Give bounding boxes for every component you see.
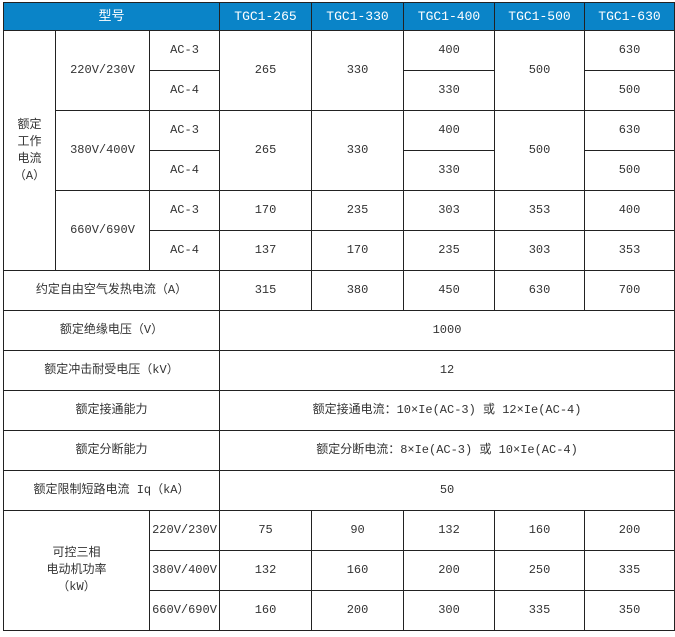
category-cell: AC-3	[148, 30, 221, 71]
category-cell: AC-4	[148, 70, 221, 111]
value-cell: 315	[219, 270, 313, 311]
table-row: 额定接通能力 额定接通电流：10×Ie(AC-3) 或 12×Ie(AC-4)	[2, 390, 675, 431]
table-row: AC-4 137 170 235 303 353	[4, 230, 675, 271]
value-cell: 265	[219, 110, 313, 191]
category-cell: AC-4	[148, 230, 221, 271]
rated-current-label: 额定 工作 电流 （A）	[3, 30, 56, 271]
value-cell: 200	[584, 510, 675, 551]
label-line: 工作	[17, 134, 42, 149]
model-header: TGC1-265	[219, 2, 313, 31]
table-row: 可控三相 电动机功率 （kW） 220V/230V 75 90 132 160 …	[3, 510, 675, 631]
value-cell: 160	[311, 550, 405, 591]
voltage-cell: 660V/690V	[55, 190, 150, 271]
voltage-cell: 660V/690V	[148, 590, 221, 631]
category-cell: AC-4	[148, 150, 221, 191]
value-cell: 250	[494, 550, 586, 591]
value-cell: 450	[403, 270, 496, 311]
value-cell: 200	[403, 550, 496, 591]
value-cell: 132	[403, 510, 496, 551]
value-cell: 335	[494, 590, 586, 631]
table-row: 额定限制短路电流 Iq（kA） 50	[2, 470, 675, 511]
value-cell: 160	[219, 590, 313, 631]
label-line: （kW）	[57, 580, 96, 594]
row-label: 额定限制短路电流 Iq（kA）	[2, 470, 221, 511]
table-row: 额定 工作 电流 （A） 220V/230V AC-3 265 330 400 …	[3, 30, 675, 271]
value-cell: 630	[584, 110, 675, 151]
table-row: AC-4 330 500	[4, 150, 675, 191]
label-line: 额定	[17, 117, 42, 132]
row-label: 额定冲击耐受电压（kV）	[2, 350, 221, 391]
value-cell: 303	[403, 190, 496, 231]
table-row: 额定冲击耐受电压（kV） 12	[2, 350, 675, 391]
value-cell: 50	[219, 470, 675, 511]
label-line: 电流	[17, 151, 42, 166]
label-line: 电动机功率	[46, 563, 107, 577]
value-cell: 330	[403, 70, 496, 111]
value-cell: 300	[403, 590, 496, 631]
value-cell: 630	[494, 270, 586, 311]
table-row: 约定自由空气发热电流（A） 315 380 450 630 700	[2, 270, 675, 311]
table-row: AC-4 330 500	[4, 70, 675, 111]
model-header: TGC1-400	[403, 2, 496, 31]
value-cell: 400	[403, 30, 496, 71]
value-cell: 170	[219, 190, 313, 231]
value-cell: 170	[311, 230, 405, 271]
value-cell: 200	[311, 590, 405, 631]
voltage-cell: 380V/400V	[148, 550, 221, 591]
row-label: 约定自由空气发热电流（A）	[2, 270, 221, 311]
value-cell: 137	[219, 230, 313, 271]
value-cell: 500	[494, 30, 586, 111]
table-row: 660V/690V 160 200 300 335 350	[4, 590, 675, 631]
value-cell: 额定接通电流：10×Ie(AC-3) 或 12×Ie(AC-4)	[219, 390, 675, 431]
category-cell: AC-3	[148, 110, 221, 151]
row-label: 额定分断能力	[2, 430, 221, 471]
value-cell: 132	[219, 550, 313, 591]
value-cell: 303	[494, 230, 586, 271]
value-cell: 330	[311, 110, 405, 191]
row-label: 额定绝缘电压（V）	[2, 310, 221, 351]
table-row: 380V/400V 132 160 200 250 335	[4, 550, 675, 591]
value-cell: 350	[584, 590, 675, 631]
value-cell: 630	[584, 30, 675, 71]
voltage-cell: 220V/230V	[148, 510, 221, 551]
table-row: 660V/690V AC-3 170 235 303 353 400	[4, 190, 675, 271]
model-header: 型号	[2, 2, 221, 31]
value-cell: 330	[311, 30, 405, 111]
model-header: TGC1-500	[494, 2, 586, 31]
voltage-cell: 220V/230V	[55, 30, 150, 111]
label-line: （A）	[13, 168, 46, 183]
value-cell: 160	[494, 510, 586, 551]
value-cell: 330	[403, 150, 496, 191]
motor-power-label: 可控三相 电动机功率 （kW）	[3, 510, 150, 631]
value-cell: 500	[494, 110, 586, 191]
value-cell: 90	[311, 510, 405, 551]
category-cell: AC-3	[148, 190, 221, 231]
row-label: 额定接通能力	[2, 390, 221, 431]
value-cell: 400	[403, 110, 496, 151]
value-cell: 400	[584, 190, 675, 231]
value-cell: 500	[584, 70, 675, 111]
table-row: 额定分断能力 额定分断电流：8×Ie(AC-3) 或 10×Ie(AC-4)	[2, 430, 675, 471]
value-cell: 353	[494, 190, 586, 231]
value-cell: 235	[403, 230, 496, 271]
value-cell: 1000	[219, 310, 675, 351]
voltage-cell: 380V/400V	[55, 110, 150, 191]
value-cell: 75	[219, 510, 313, 551]
value-cell: 265	[219, 30, 313, 111]
model-header: TGC1-630	[584, 2, 675, 31]
model-header: TGC1-330	[311, 2, 405, 31]
value-cell: 12	[219, 350, 675, 391]
table-row: 380V/400V AC-3 265 330 400 500 630	[4, 110, 675, 191]
value-cell: 235	[311, 190, 405, 231]
value-cell: 380	[311, 270, 405, 311]
value-cell: 353	[584, 230, 675, 271]
value-cell: 335	[584, 550, 675, 591]
table-row: 额定绝缘电压（V） 1000	[2, 310, 675, 351]
value-cell: 700	[584, 270, 675, 311]
label-line: 可控三相	[52, 546, 101, 560]
value-cell: 额定分断电流：8×Ie(AC-3) 或 10×Ie(AC-4)	[219, 430, 675, 471]
header-row: 型号 TGC1-265 TGC1-330 TGC1-400 TGC1-500 T…	[2, 2, 675, 31]
value-cell: 500	[584, 150, 675, 191]
